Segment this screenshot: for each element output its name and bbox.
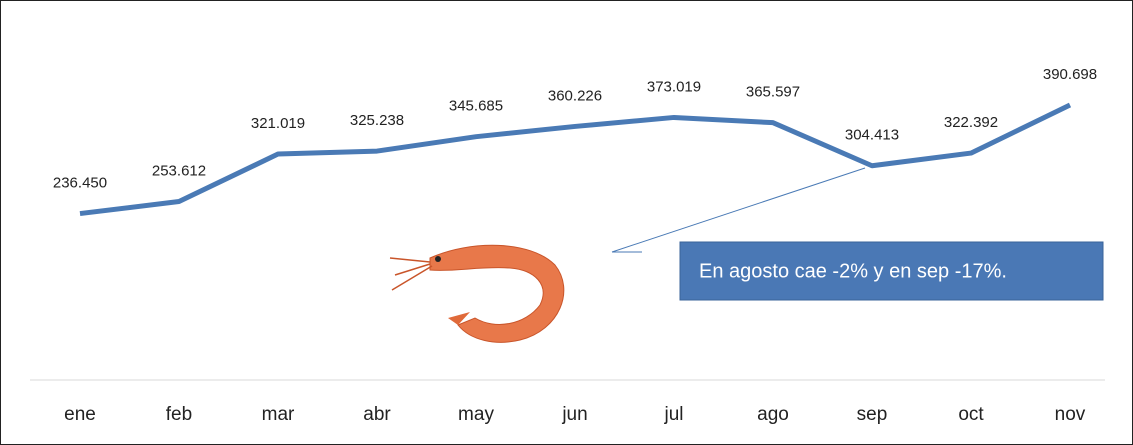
annotation-box <box>679 241 1104 301</box>
data-label: 322.392 <box>944 114 998 131</box>
data-label: 345.685 <box>449 98 503 115</box>
x-tick-label: sep <box>857 404 888 425</box>
x-tick-label: jul <box>663 404 683 425</box>
annotation: En agosto cae -2% y en sep -17%. <box>611 167 1104 301</box>
data-label: 253.612 <box>152 162 206 179</box>
x-tick-label: jun <box>561 404 587 425</box>
data-label: 321.019 <box>251 115 305 132</box>
data-label: 373.019 <box>647 78 701 95</box>
x-tick-label: nov <box>1055 404 1086 425</box>
x-tick-label: oct <box>958 404 984 425</box>
x-tick-label: ago <box>757 404 789 425</box>
data-label: 325.238 <box>350 112 404 129</box>
data-label: 390.698 <box>1043 66 1097 83</box>
data-label: 236.450 <box>53 175 107 192</box>
data-label: 365.597 <box>746 84 800 101</box>
line <box>79 102 1072 217</box>
data-label: 360.226 <box>548 87 602 104</box>
data-label: 304.413 <box>845 127 899 144</box>
x-tick-label: ene <box>64 404 96 425</box>
x-tick-label: may <box>458 404 494 425</box>
shrimp-illustration <box>389 244 565 343</box>
annotation-text: En agosto cae -2% y en sep -17%. <box>699 260 1007 282</box>
connector <box>611 167 866 253</box>
x-tick-label: abr <box>363 404 391 425</box>
x-tick-label: feb <box>166 404 192 425</box>
x-tick-label: mar <box>262 404 295 425</box>
